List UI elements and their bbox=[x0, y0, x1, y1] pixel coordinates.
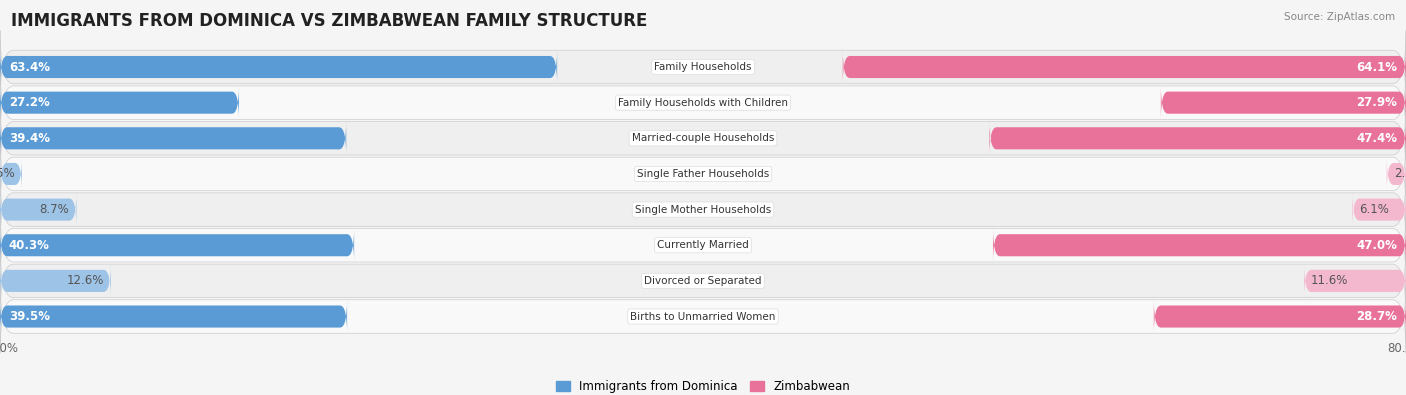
FancyBboxPatch shape bbox=[0, 137, 1406, 211]
FancyBboxPatch shape bbox=[0, 49, 557, 85]
Text: 47.4%: 47.4% bbox=[1357, 132, 1398, 145]
FancyBboxPatch shape bbox=[0, 280, 1406, 353]
Text: 2.5%: 2.5% bbox=[0, 167, 15, 181]
Text: Single Father Households: Single Father Households bbox=[637, 169, 769, 179]
Text: 27.2%: 27.2% bbox=[8, 96, 49, 109]
Text: Currently Married: Currently Married bbox=[657, 240, 749, 250]
FancyBboxPatch shape bbox=[1386, 156, 1406, 192]
Text: Family Households: Family Households bbox=[654, 62, 752, 72]
Text: 64.1%: 64.1% bbox=[1357, 60, 1398, 73]
FancyBboxPatch shape bbox=[0, 173, 1406, 246]
FancyBboxPatch shape bbox=[0, 102, 1406, 175]
Text: Divorced or Separated: Divorced or Separated bbox=[644, 276, 762, 286]
Text: 2.2%: 2.2% bbox=[1393, 167, 1406, 181]
Text: 63.4%: 63.4% bbox=[8, 60, 49, 73]
FancyBboxPatch shape bbox=[0, 66, 1406, 139]
Text: Married-couple Households: Married-couple Households bbox=[631, 133, 775, 143]
FancyBboxPatch shape bbox=[842, 49, 1406, 85]
FancyBboxPatch shape bbox=[1353, 192, 1406, 227]
FancyBboxPatch shape bbox=[990, 121, 1406, 156]
Text: Family Households with Children: Family Households with Children bbox=[619, 98, 787, 108]
FancyBboxPatch shape bbox=[0, 209, 1406, 282]
Text: 11.6%: 11.6% bbox=[1312, 275, 1348, 288]
FancyBboxPatch shape bbox=[0, 30, 1406, 104]
FancyBboxPatch shape bbox=[993, 228, 1406, 263]
Text: 39.5%: 39.5% bbox=[8, 310, 49, 323]
Text: 47.0%: 47.0% bbox=[1357, 239, 1398, 252]
FancyBboxPatch shape bbox=[1305, 263, 1406, 298]
Text: Single Mother Households: Single Mother Households bbox=[636, 205, 770, 214]
Text: 27.9%: 27.9% bbox=[1357, 96, 1398, 109]
FancyBboxPatch shape bbox=[0, 85, 239, 120]
FancyBboxPatch shape bbox=[0, 244, 1406, 318]
FancyBboxPatch shape bbox=[0, 228, 354, 263]
Text: 6.1%: 6.1% bbox=[1360, 203, 1389, 216]
FancyBboxPatch shape bbox=[0, 192, 76, 227]
Text: 8.7%: 8.7% bbox=[39, 203, 69, 216]
Text: 12.6%: 12.6% bbox=[66, 275, 104, 288]
FancyBboxPatch shape bbox=[0, 156, 22, 192]
Text: 40.3%: 40.3% bbox=[8, 239, 49, 252]
FancyBboxPatch shape bbox=[1154, 299, 1406, 334]
FancyBboxPatch shape bbox=[0, 263, 111, 298]
Text: Source: ZipAtlas.com: Source: ZipAtlas.com bbox=[1284, 12, 1395, 22]
Text: IMMIGRANTS FROM DOMINICA VS ZIMBABWEAN FAMILY STRUCTURE: IMMIGRANTS FROM DOMINICA VS ZIMBABWEAN F… bbox=[11, 12, 648, 30]
Text: Births to Unmarried Women: Births to Unmarried Women bbox=[630, 312, 776, 322]
FancyBboxPatch shape bbox=[0, 121, 346, 156]
Text: 28.7%: 28.7% bbox=[1357, 310, 1398, 323]
Legend: Immigrants from Dominica, Zimbabwean: Immigrants from Dominica, Zimbabwean bbox=[551, 376, 855, 395]
FancyBboxPatch shape bbox=[1161, 85, 1406, 120]
Text: 39.4%: 39.4% bbox=[8, 132, 49, 145]
FancyBboxPatch shape bbox=[0, 299, 347, 334]
